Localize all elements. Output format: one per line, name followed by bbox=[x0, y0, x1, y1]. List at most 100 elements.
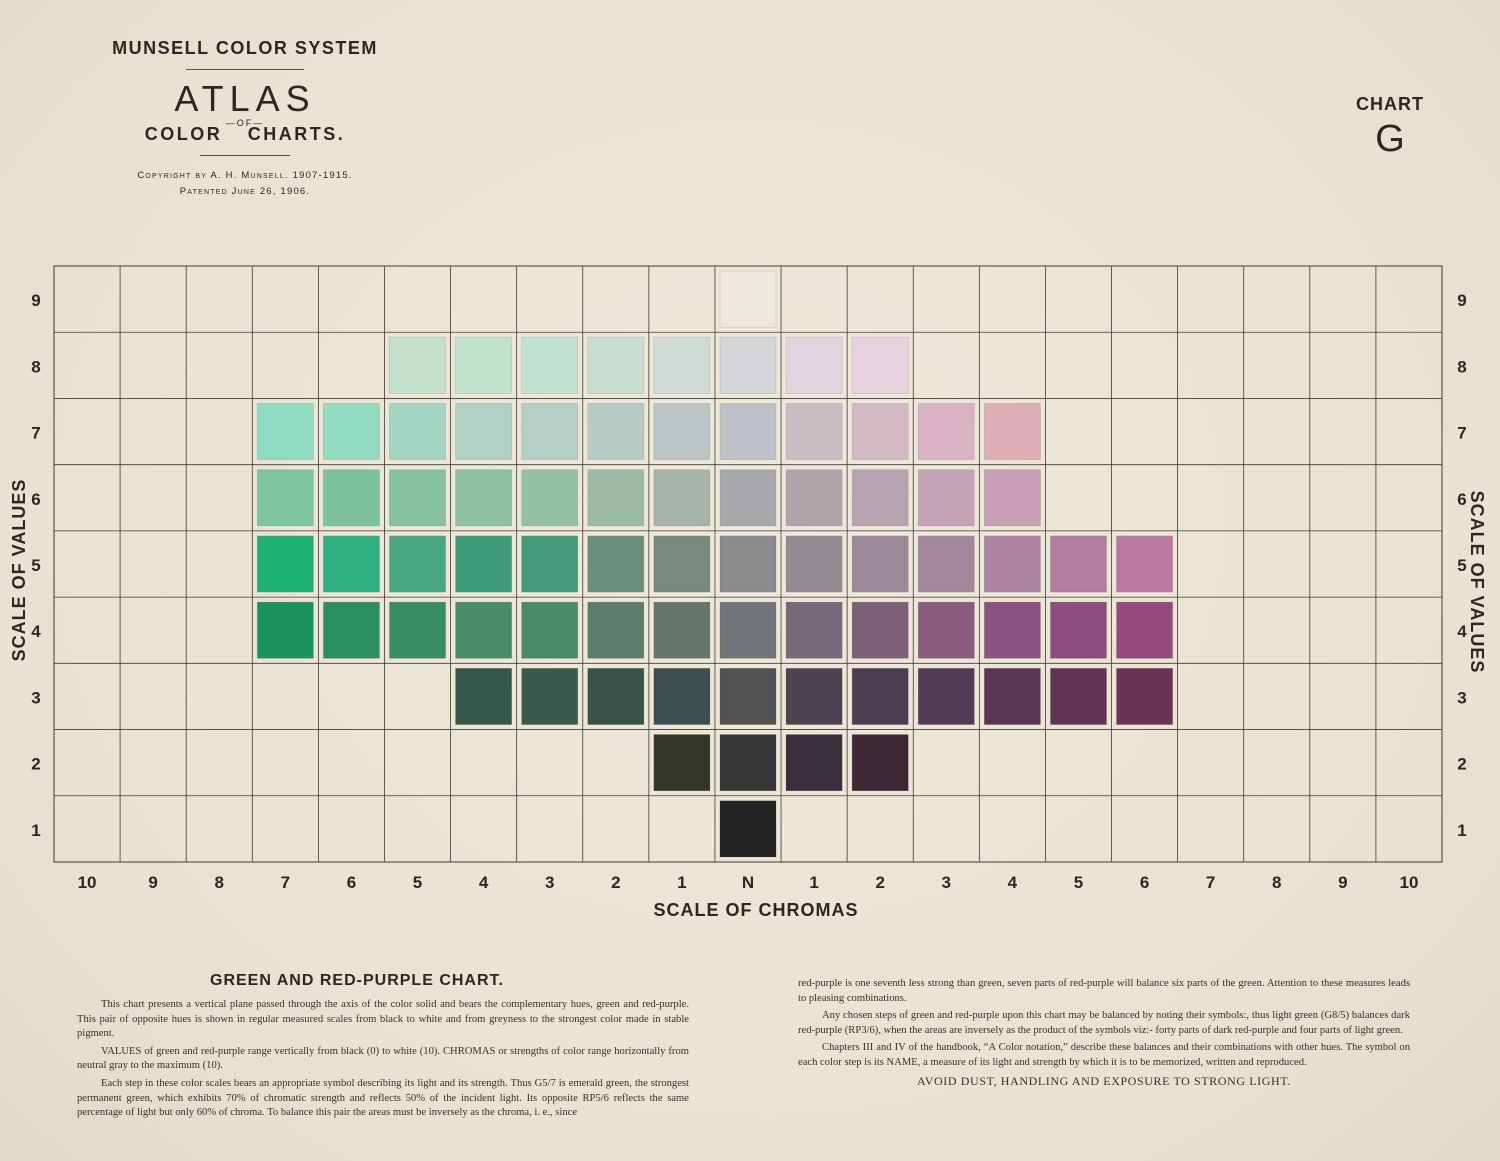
color-swatch bbox=[719, 667, 777, 725]
color-swatch bbox=[389, 601, 446, 659]
color-swatch bbox=[521, 601, 579, 659]
color-swatch bbox=[983, 469, 1041, 527]
color-swatch bbox=[719, 535, 777, 593]
value-tick-left: 6 bbox=[31, 490, 40, 509]
color-swatch bbox=[983, 601, 1041, 659]
color-swatch bbox=[851, 601, 909, 659]
color-swatch bbox=[851, 734, 909, 792]
notes-left-column: This chart presents a vertical plane pas… bbox=[77, 998, 689, 1124]
chroma-tick: 10 bbox=[78, 873, 97, 892]
color-swatch bbox=[256, 601, 314, 659]
color-swatch bbox=[455, 403, 513, 461]
color-swatch bbox=[653, 734, 711, 792]
chroma-tick: 9 bbox=[148, 873, 157, 892]
notes-paragraph-2: VALUES of green and red-purple range ver… bbox=[77, 1045, 689, 1072]
color-swatch bbox=[653, 336, 711, 394]
color-swatch bbox=[719, 601, 777, 659]
of-word: —OF— bbox=[225, 118, 265, 128]
color-swatch bbox=[653, 535, 711, 593]
value-tick-right: 9 bbox=[1457, 291, 1466, 310]
color-swatch bbox=[322, 403, 380, 461]
color-swatch bbox=[719, 734, 777, 792]
color-swatch bbox=[256, 469, 314, 527]
value-tick-left: 9 bbox=[31, 291, 40, 310]
color-swatch bbox=[1116, 601, 1174, 659]
color-swatch bbox=[521, 336, 579, 394]
chroma-tick: 4 bbox=[479, 873, 489, 892]
color-swatch bbox=[256, 535, 314, 593]
chroma-tick: 10 bbox=[1399, 873, 1418, 892]
color-swatch bbox=[653, 601, 711, 659]
chroma-tick: 6 bbox=[1140, 873, 1149, 892]
color-swatch bbox=[785, 535, 843, 593]
value-tick-right: 4 bbox=[1457, 622, 1467, 641]
color-swatch bbox=[653, 403, 711, 461]
value-tick-left: 5 bbox=[31, 556, 40, 575]
color-swatch bbox=[256, 403, 314, 461]
color-swatch bbox=[1050, 601, 1107, 659]
chroma-tick: 5 bbox=[1074, 873, 1083, 892]
chroma-tick: 2 bbox=[875, 873, 884, 892]
color-swatch bbox=[785, 667, 843, 725]
color-swatch bbox=[455, 469, 513, 527]
color-swatch bbox=[785, 336, 843, 394]
value-tick-right: 5 bbox=[1457, 556, 1466, 575]
color-swatch bbox=[587, 336, 645, 394]
chroma-tick: 7 bbox=[281, 873, 290, 892]
notes-paragraph-6: Chapters III and IV of the handbook, “A … bbox=[798, 1042, 1410, 1068]
color-swatch bbox=[455, 601, 513, 659]
chroma-tick: 6 bbox=[347, 873, 356, 892]
notes-paragraph-4: red-purple is one seventh less strong th… bbox=[798, 978, 1410, 1004]
color-swatch bbox=[521, 667, 579, 725]
color-swatch bbox=[389, 535, 446, 593]
chroma-tick: 1 bbox=[809, 873, 818, 892]
color-swatch bbox=[1050, 535, 1107, 593]
color-swatch bbox=[1050, 667, 1107, 725]
chroma-tick: 1 bbox=[677, 873, 686, 892]
value-tick-right: 7 bbox=[1457, 424, 1466, 443]
color-swatch bbox=[587, 403, 645, 461]
header-rule bbox=[186, 69, 304, 70]
color-swatch bbox=[587, 601, 645, 659]
color-swatch bbox=[917, 469, 975, 527]
color-swatch bbox=[389, 336, 446, 394]
value-tick-right: 8 bbox=[1457, 357, 1466, 376]
chroma-tick: 8 bbox=[1272, 873, 1281, 892]
y-axis-label-left: SCALE OF VALUES bbox=[9, 479, 29, 662]
notes-title: GREEN AND RED-PURPLE CHART. bbox=[210, 972, 504, 989]
value-tick-left: 2 bbox=[31, 755, 40, 774]
color-swatch bbox=[785, 734, 843, 792]
grid-frame bbox=[53, 265, 1443, 863]
color-swatch bbox=[719, 403, 777, 461]
color-swatch bbox=[521, 403, 579, 461]
color-swatch bbox=[653, 469, 711, 527]
copyright-line: Copyright by A. H. Munsell. 1907-1915. bbox=[137, 170, 353, 181]
color-swatch bbox=[917, 601, 975, 659]
color-swatch bbox=[983, 403, 1041, 461]
color-swatch bbox=[455, 535, 513, 593]
chroma-tick: 9 bbox=[1338, 873, 1347, 892]
color-swatch bbox=[455, 336, 513, 394]
color-swatch bbox=[322, 469, 380, 527]
color-swatch bbox=[1116, 667, 1174, 725]
notes-paragraph-5: Any chosen steps of green and red-purple… bbox=[798, 1010, 1410, 1036]
chroma-tick: 2 bbox=[611, 873, 620, 892]
chroma-tick: N bbox=[742, 873, 754, 892]
notes-paragraph-1: This chart presents a vertical plane pas… bbox=[77, 999, 689, 1040]
color-swatch bbox=[785, 403, 843, 461]
chroma-tick: 3 bbox=[942, 873, 951, 892]
chroma-tick: 5 bbox=[413, 873, 422, 892]
chroma-tick: 4 bbox=[1008, 873, 1018, 892]
chart-label: CHART bbox=[1356, 94, 1424, 114]
value-tick-right: 1 bbox=[1457, 821, 1466, 840]
color-swatch bbox=[587, 667, 645, 725]
value-tick-right: 2 bbox=[1457, 755, 1466, 774]
color-swatch bbox=[587, 535, 645, 593]
value-tick-left: 8 bbox=[31, 357, 40, 376]
color-swatch bbox=[983, 667, 1041, 725]
value-tick-left: 7 bbox=[31, 424, 40, 443]
color-swatch bbox=[719, 270, 777, 328]
notes-right-column: red-purple is one seventh less strong th… bbox=[798, 977, 1410, 1091]
color-charts-title: COLOR CHARTS. bbox=[144, 124, 346, 144]
